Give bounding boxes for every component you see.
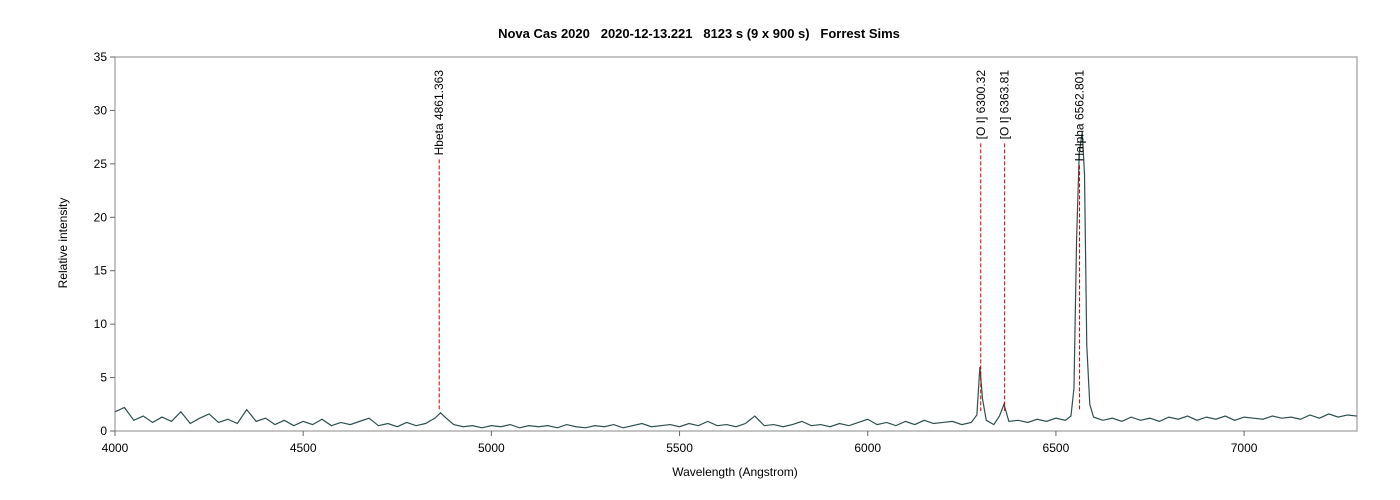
annotation-label: [O I] 6363.81: [998, 70, 1012, 140]
y-tick-label: 30: [94, 103, 108, 117]
spectrum-line: [114, 131, 1358, 429]
annotation-label: [O I] 6300.32: [974, 70, 988, 140]
x-tick-label: 6000: [854, 441, 881, 455]
y-tick-label: 15: [94, 264, 108, 278]
x-tick-label: 4500: [290, 441, 317, 455]
y-axis-label: Relative intensity: [56, 198, 70, 289]
x-tick-label: 7000: [1231, 441, 1258, 455]
plot-frame: [114, 56, 1358, 432]
y-tick-label: 5: [100, 371, 107, 385]
y-tick-label: 0: [100, 424, 107, 438]
x-tick-label: 5000: [478, 441, 505, 455]
y-tick-label: 35: [94, 50, 108, 64]
chart-title: Nova Cas 2020 2020-12-13.221 8123 s (9 x…: [498, 26, 900, 41]
annotation-label: Halpha 6562.801: [1073, 70, 1087, 162]
x-axis-label: Wavelength (Angstrom): [672, 465, 798, 479]
y-tick-label: 20: [94, 210, 108, 224]
annotation-label: Hbeta 4861.363: [432, 70, 446, 156]
x-tick-label: 4000: [102, 441, 129, 455]
y-tick-label: 10: [94, 317, 108, 331]
y-tick-label: 25: [94, 157, 108, 171]
x-tick-label: 6500: [1043, 441, 1070, 455]
x-tick-label: 5500: [666, 441, 693, 455]
